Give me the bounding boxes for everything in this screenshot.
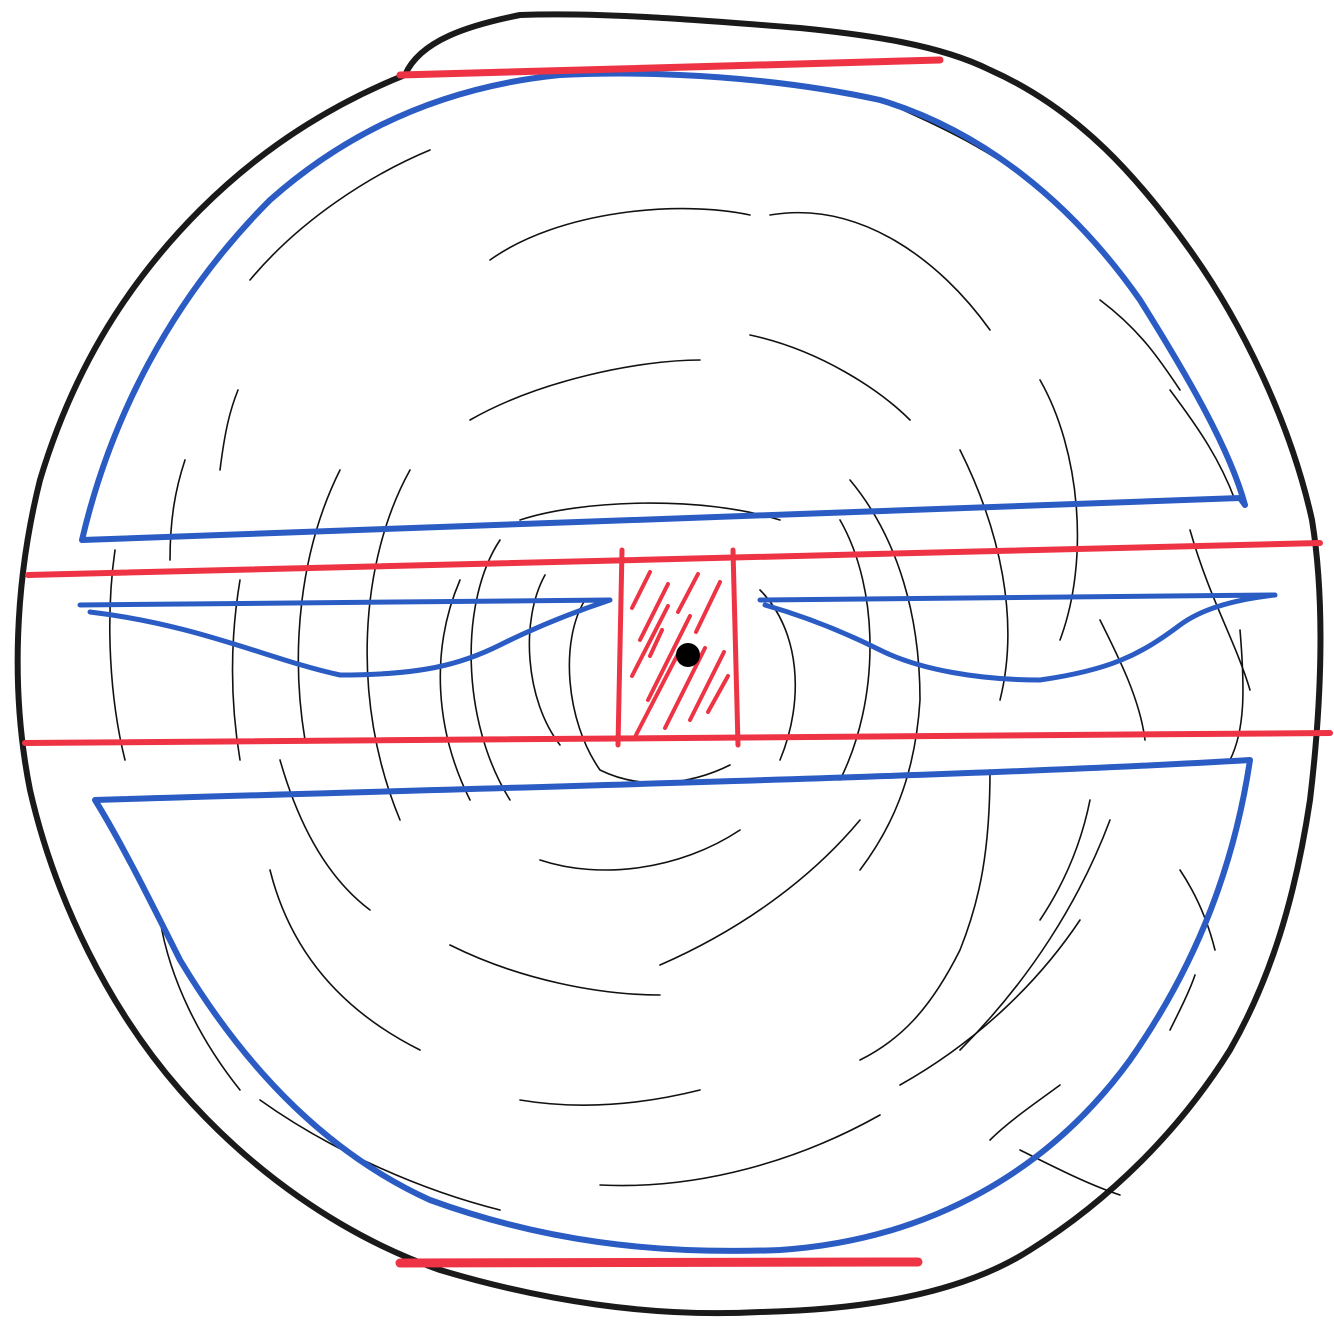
cut-lines — [22, 56, 1333, 1268]
growth-ring — [219, 389, 239, 471]
upper-board-outline — [79, 70, 1248, 543]
hatch-line — [676, 572, 700, 614]
hatch-line — [663, 646, 707, 730]
middle-left-board-outline — [77, 597, 613, 678]
growth-ring — [859, 769, 991, 1061]
growth-ring — [109, 549, 126, 761]
growth-rings — [109, 99, 1251, 1211]
growth-ring — [849, 479, 921, 871]
growth-ring — [249, 149, 431, 281]
growth-ring — [599, 1114, 881, 1187]
growth-ring — [959, 819, 1111, 1051]
growth-ring — [1039, 379, 1079, 641]
top-cut-line — [396, 56, 944, 79]
growth-ring — [899, 919, 1081, 1086]
growth-ring — [470, 539, 511, 801]
growth-ring — [659, 819, 861, 966]
growth-ring — [879, 99, 1051, 201]
bottom-cut-line — [395, 1257, 923, 1268]
growth-ring — [519, 1089, 701, 1107]
growth-ring — [769, 211, 991, 331]
upper-middle-cut-line — [25, 540, 1323, 578]
growth-ring — [1229, 629, 1244, 761]
growth-ring — [439, 579, 471, 801]
growth-ring — [169, 459, 186, 561]
growth-ring — [489, 207, 751, 261]
growth-ring — [469, 359, 701, 421]
growth-ring — [749, 334, 911, 421]
growth-ring — [269, 869, 421, 1051]
lower-board-outline — [92, 757, 1253, 1254]
hatch-line — [630, 604, 670, 678]
board-outlines — [77, 70, 1278, 1254]
hatch-line — [634, 648, 682, 737]
growth-ring — [519, 502, 781, 521]
hatch-line — [688, 650, 726, 722]
pith-hatching — [630, 570, 730, 737]
growth-ring — [366, 469, 411, 821]
growth-ring — [1179, 869, 1216, 951]
lower-middle-cut-line — [22, 730, 1333, 746]
growth-ring — [1099, 299, 1181, 391]
hatch-line — [646, 614, 692, 702]
center-box-left-side — [615, 547, 625, 748]
hatch-line — [630, 570, 652, 610]
hatch-line — [648, 628, 664, 658]
growth-ring — [1039, 799, 1091, 921]
growth-ring — [449, 944, 661, 996]
growth-ring — [259, 1099, 501, 1211]
growth-ring — [231, 579, 241, 761]
growth-ring — [1189, 529, 1251, 691]
growth-ring — [959, 449, 1009, 701]
growth-ring — [1169, 974, 1196, 1031]
center-box-right-side — [730, 547, 741, 748]
pith-dot — [676, 643, 700, 667]
growth-ring — [839, 519, 871, 781]
middle-right-board-outline — [757, 592, 1278, 683]
growth-ring — [1099, 619, 1146, 741]
log-outline — [14, 11, 1324, 1317]
hatch-line — [694, 580, 722, 634]
growth-ring — [159, 919, 241, 1091]
growth-ring — [1169, 389, 1236, 501]
hatch-line — [638, 582, 670, 642]
growth-ring — [528, 574, 561, 746]
growth-ring — [279, 759, 371, 911]
hatch-line — [706, 674, 730, 714]
growth-ring — [989, 1084, 1061, 1141]
growth-ring — [539, 829, 741, 871]
